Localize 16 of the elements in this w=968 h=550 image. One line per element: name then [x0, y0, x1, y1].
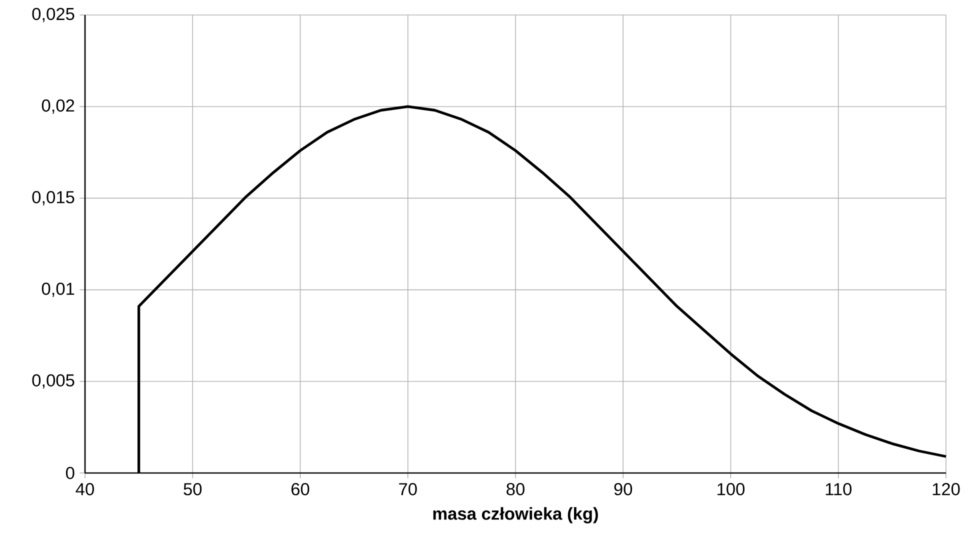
x-tick-label: 60: [291, 483, 310, 496]
y-tick-label: 0: [66, 466, 74, 480]
x-tick-label: 40: [76, 483, 94, 496]
x-axis-title: masa człowieka (kg): [433, 507, 598, 524]
x-tick-label: 80: [506, 483, 524, 496]
y-tick-label: 0,02: [42, 99, 74, 114]
y-tick-label: 0,005: [32, 374, 74, 389]
y-tick-label: 0,01: [42, 282, 74, 297]
x-tick-label: 70: [399, 483, 417, 496]
x-tick-label: 110: [826, 483, 852, 496]
x-tick-label: 120: [932, 483, 960, 496]
y-tick-label: 0,015: [32, 191, 74, 206]
x-tick-label: 90: [614, 483, 632, 496]
x-tick-label: 50: [184, 483, 202, 496]
x-tick-label: 100: [718, 483, 745, 496]
y-tick-label: 0,025: [32, 8, 74, 22]
